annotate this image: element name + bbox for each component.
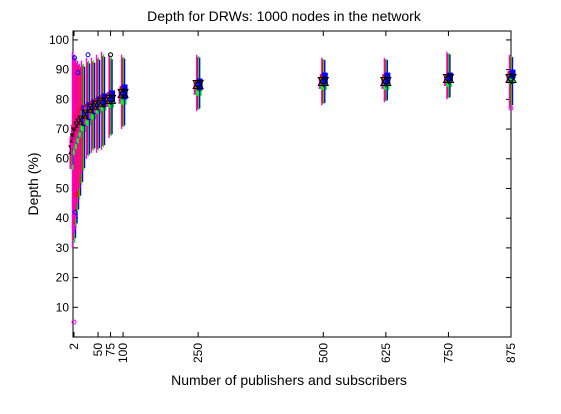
y-axis-label: Depth (%)	[25, 152, 41, 215]
data-group	[97, 51, 109, 150]
mean-point	[320, 78, 327, 85]
mean-point	[120, 90, 127, 97]
data-group	[442, 51, 455, 100]
outlier-point	[108, 52, 114, 58]
mean-point	[107, 96, 114, 103]
box	[196, 78, 203, 91]
x-tick-label: 100	[116, 343, 130, 363]
data-group	[380, 57, 392, 103]
y-tick-label: 40	[56, 211, 70, 225]
y-tick-label: 90	[56, 63, 70, 77]
y-tick-label: 80	[56, 92, 70, 106]
y-tick-label: 100	[49, 33, 69, 47]
data-group	[117, 54, 129, 130]
mean-point	[100, 99, 107, 106]
x-tick-label: 625	[379, 343, 393, 363]
x-tick-label: 50	[91, 343, 105, 357]
chart-title: Depth for DRWs: 1000 nodes in the networ…	[147, 8, 422, 24]
x-tick-label: 250	[191, 343, 205, 363]
data-group	[104, 54, 117, 138]
data-group	[192, 54, 204, 112]
x-tick-label: 500	[316, 343, 330, 363]
outlier-point	[72, 55, 78, 61]
box	[508, 74, 515, 84]
x-tick-label: 750	[441, 343, 455, 363]
y-tick-label: 50	[56, 181, 70, 195]
y-tick-label: 60	[56, 152, 70, 166]
data-marks	[68, 51, 517, 325]
x-tick-label: 2	[67, 343, 81, 350]
mean-point	[508, 75, 514, 82]
outlier-point	[75, 70, 81, 76]
plot-area	[72, 30, 512, 338]
mean-point	[195, 81, 202, 88]
outlier-point	[73, 191, 79, 197]
outlier-point	[71, 224, 77, 230]
outlier-point	[508, 105, 514, 111]
y-tick-label: 10	[56, 300, 70, 314]
x-axis-label: Number of publishers and subscribers	[171, 372, 407, 388]
x-tick-label: 875	[504, 343, 518, 363]
y-tick-label: 30	[56, 241, 70, 255]
x-tick-label: 75	[104, 343, 118, 357]
mean-point	[445, 75, 452, 82]
outlier-point	[71, 319, 77, 325]
mean-point	[382, 78, 389, 85]
outlier-point	[85, 52, 91, 58]
data-group	[317, 57, 330, 106]
y-tick-label: 70	[56, 122, 70, 136]
data-group	[505, 54, 517, 109]
outlier-point	[72, 209, 78, 215]
y-tick-label: 20	[56, 271, 70, 285]
